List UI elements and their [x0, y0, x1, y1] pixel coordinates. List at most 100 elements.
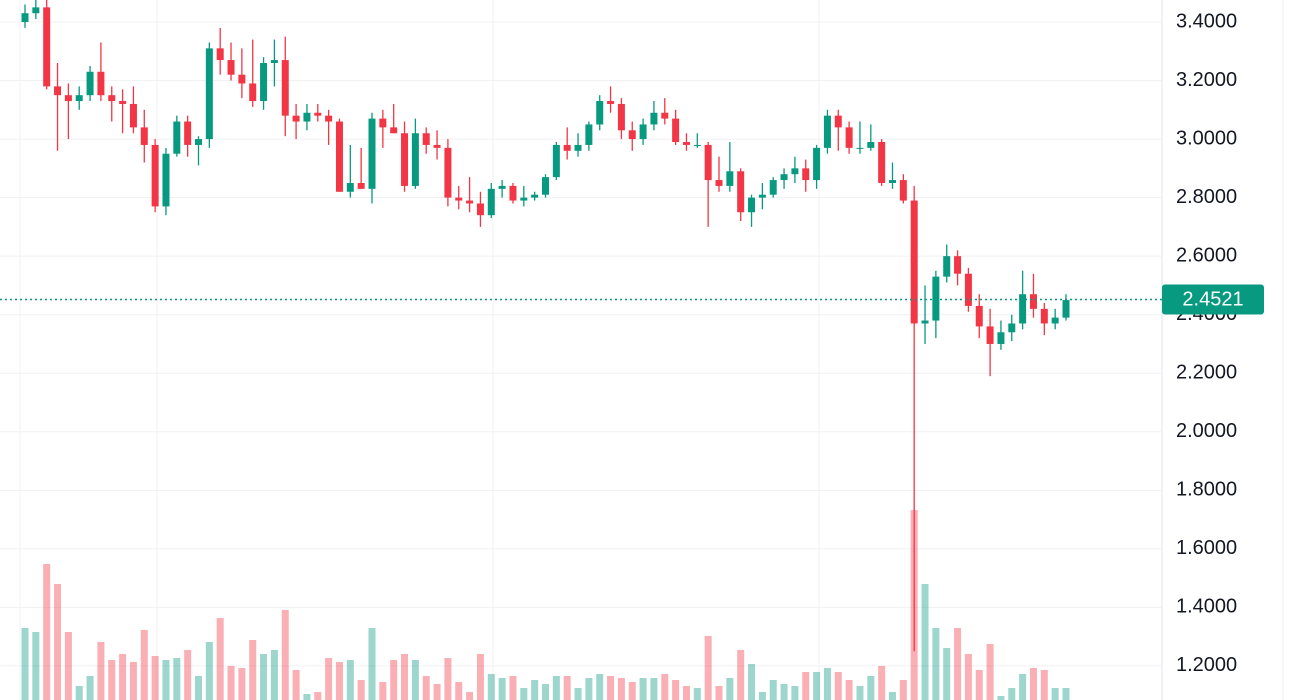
candle-body	[943, 256, 951, 277]
y-tick-label: 1.2000	[1176, 654, 1237, 676]
y-tick-label: 1.8000	[1176, 479, 1237, 501]
candle-body	[986, 326, 994, 344]
candle-body	[54, 86, 62, 96]
candle-body	[238, 74, 246, 84]
candle-body	[813, 147, 821, 181]
volume-bar	[119, 654, 127, 700]
candle-body	[509, 185, 517, 201]
candle-body	[346, 182, 354, 192]
candle-body	[997, 332, 1005, 344]
volume-bar	[260, 654, 268, 700]
candle-body	[433, 144, 441, 148]
volume-bar	[314, 692, 322, 700]
candle-body	[834, 115, 842, 128]
volume-bar	[433, 684, 441, 700]
volume-bar	[552, 676, 560, 700]
candle-body	[585, 124, 593, 145]
volume-bar	[173, 658, 181, 700]
candle-body	[726, 171, 734, 186]
volume-bar	[422, 676, 430, 700]
y-tick-label: 1.6000	[1176, 537, 1237, 559]
volume-bar	[227, 666, 235, 700]
candle-body	[195, 139, 202, 145]
volume-bar	[455, 682, 463, 700]
volume-bar	[151, 656, 159, 700]
candle-body	[43, 7, 51, 87]
volume-bar	[834, 672, 842, 700]
volume-bar	[509, 676, 517, 700]
candle-body	[661, 112, 669, 119]
candle-body	[748, 197, 756, 213]
volume-bar	[574, 688, 582, 700]
candle-body	[108, 95, 116, 102]
volume-bar	[466, 692, 474, 700]
candle-body	[314, 112, 322, 116]
volume-bar	[748, 664, 756, 700]
volume-bar	[867, 676, 875, 700]
volume-bar	[802, 672, 810, 700]
candle-body	[964, 273, 972, 306]
candle-body	[574, 144, 582, 151]
volume-bar	[758, 692, 766, 700]
volume-bar	[943, 648, 951, 700]
volume-bar	[195, 676, 202, 700]
candle-body	[845, 127, 853, 148]
candle-body	[856, 147, 864, 149]
candle-body	[119, 101, 127, 104]
candle-body	[802, 168, 810, 181]
y-tick-label: 3.4000	[1176, 10, 1237, 32]
candle-body	[498, 185, 506, 189]
volume-bar	[1029, 668, 1037, 700]
volume-bar	[379, 682, 387, 700]
volume-bar	[899, 680, 907, 700]
volume-bar	[281, 610, 289, 700]
volume-bar	[813, 672, 821, 700]
volume-bar	[205, 642, 213, 700]
volume-bar	[823, 668, 831, 700]
volume-bar	[1008, 688, 1016, 700]
volume-bar	[335, 662, 343, 700]
candle-body	[628, 130, 636, 140]
volume-bar	[531, 680, 539, 700]
candle-body	[151, 144, 159, 207]
candle-body	[303, 112, 311, 122]
candle-body	[476, 203, 484, 216]
volume-bar	[693, 688, 701, 700]
candle-body	[878, 142, 886, 183]
volume-bar	[596, 674, 604, 700]
volume-bar	[780, 684, 788, 700]
y-tick-label: 1.4000	[1176, 596, 1237, 618]
candle-body	[487, 188, 495, 216]
volume-bar	[368, 628, 376, 700]
candle-body	[607, 101, 615, 104]
candle-body	[531, 194, 539, 198]
candle-body	[335, 121, 343, 192]
candle-body	[617, 103, 625, 131]
candle-body	[954, 256, 962, 274]
candle-body	[227, 60, 235, 75]
volume-bar	[769, 680, 777, 700]
y-tick-label: 3.0000	[1176, 127, 1237, 149]
candle-body	[704, 144, 712, 181]
candle-body	[737, 171, 745, 213]
volume-bar	[932, 628, 940, 700]
volume-bar	[43, 564, 51, 700]
candle-body	[899, 180, 907, 201]
y-tick-label: 2.6000	[1176, 244, 1237, 266]
candle-body	[97, 71, 105, 96]
volume-bar	[704, 636, 712, 700]
volume-bar	[639, 678, 647, 700]
candle-body	[1008, 323, 1016, 333]
candle-body	[1062, 300, 1070, 318]
volume-bar	[129, 662, 137, 700]
candle-body	[32, 7, 40, 14]
candle-body	[910, 200, 918, 324]
candle-body	[75, 95, 83, 102]
candle-body	[281, 60, 289, 116]
volume-bar	[607, 676, 615, 700]
candle-body	[260, 62, 268, 102]
candle-body	[780, 174, 788, 181]
volume-bar	[791, 686, 799, 700]
